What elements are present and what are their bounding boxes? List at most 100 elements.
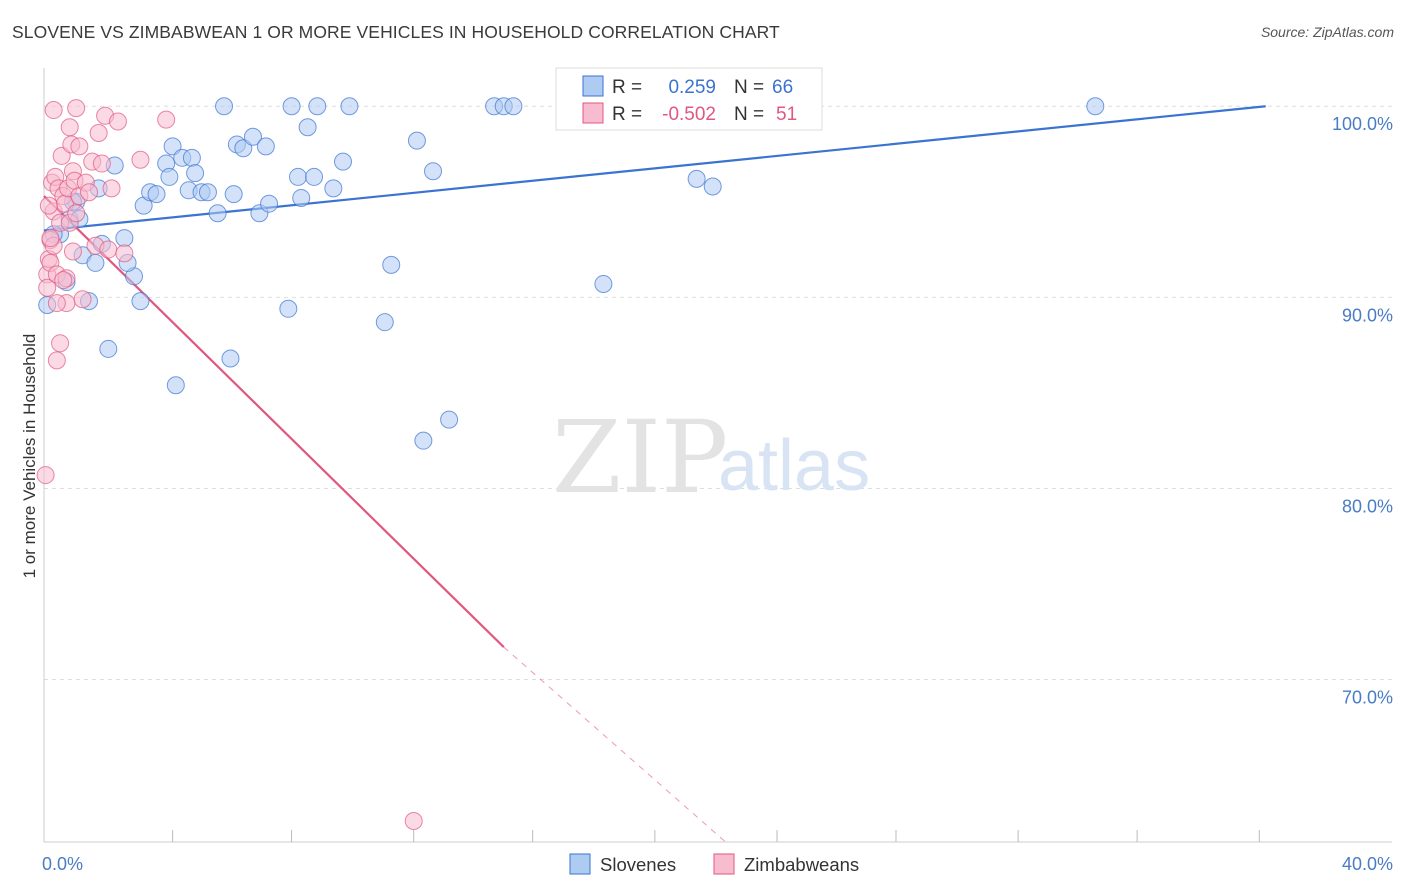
slovenes-point	[86, 253, 105, 272]
axes	[43, 68, 1392, 843]
legend-swatch-pink	[582, 102, 604, 124]
slovenes-point	[163, 137, 182, 156]
slovenes-point	[703, 177, 722, 196]
legend-n-value-pink: 51	[776, 104, 797, 125]
zimbabweans-point	[52, 146, 71, 165]
slovenes-point	[256, 137, 275, 156]
x-tick-label: 40.0%	[1342, 854, 1393, 874]
zimbabweans-point	[131, 150, 150, 169]
trend-lines	[43, 105, 1266, 843]
x-tick-labels: 0.0% 40.0%	[42, 854, 1393, 874]
slovenes-point	[186, 164, 205, 183]
bottom-legend-slovenes: Slovenes	[600, 854, 676, 875]
slovenes-point	[308, 97, 327, 116]
x-tick-label: 0.0%	[42, 854, 83, 874]
legend: R = 0.259 N = 66 R = -0.502 N = 51	[555, 67, 823, 131]
watermark-zip: ZIP	[552, 399, 728, 516]
zimbabweans-point	[92, 154, 111, 173]
zimbabweans-point	[73, 290, 92, 309]
zimbabweans-point	[54, 271, 73, 290]
slovenes-point	[305, 167, 324, 186]
bottom-legend-swatch-zimbabweans	[713, 853, 735, 875]
zimbabweans-point	[80, 183, 99, 202]
legend-r-label-blue: R =	[612, 77, 642, 98]
slovenes-point	[215, 97, 234, 116]
legend-swatch-blue	[582, 75, 604, 97]
zimbabweans-point	[38, 278, 57, 297]
legend-r-value-blue: 0.259	[668, 77, 716, 98]
slovenes-point	[340, 97, 359, 116]
zimbabweans-point	[47, 294, 66, 313]
legend-r-value-pink: -0.502	[662, 104, 716, 125]
zimbabweans-point	[70, 137, 89, 156]
bottom-legend: Slovenes Zimbabweans	[569, 853, 859, 875]
slovenes-point	[224, 185, 243, 204]
bottom-legend-zimbabweans: Zimbabweans	[744, 854, 859, 875]
y-axis-title: 1 or more Vehicles in Household	[20, 334, 39, 579]
zimbabweans-point	[404, 811, 423, 830]
slovenes-point	[282, 97, 301, 116]
zimbabweans-point	[102, 179, 121, 198]
slovenes-point	[375, 313, 394, 332]
watermark: ZIP atlas	[552, 399, 870, 516]
zimbabweans-point	[108, 112, 127, 131]
slovenes-point	[182, 148, 201, 167]
slovenes-point	[115, 229, 134, 248]
slovenes-point	[687, 169, 706, 188]
y-tick-label: 80.0%	[1342, 496, 1393, 516]
slovenes-point	[424, 162, 443, 181]
slovenes-point	[1086, 97, 1105, 116]
data-points	[36, 97, 1105, 830]
zimbabweans-point	[36, 466, 55, 485]
zimbabweans-point	[47, 351, 66, 370]
zimbabweans-point	[115, 244, 134, 263]
zimbabweans-point	[99, 240, 118, 259]
zimbabweans-point	[39, 196, 58, 215]
zimbabweans-point	[51, 334, 70, 353]
slovenes-point	[160, 167, 179, 186]
slovenes-point	[279, 299, 298, 318]
zimbabweans-trend-extension	[503, 646, 726, 843]
zimbabweans-point	[89, 123, 108, 142]
slovenes-point	[292, 188, 311, 207]
slovenes-point	[260, 194, 279, 213]
zimbabweans-point	[63, 242, 82, 261]
slovenes-point	[504, 97, 523, 116]
slovenes-trend-line	[43, 105, 1266, 232]
legend-n-label-pink: N =	[734, 104, 764, 125]
bottom-legend-swatch-slovenes	[569, 853, 591, 875]
slovenes-point	[147, 185, 166, 204]
slovenes-point	[324, 179, 343, 198]
slovenes-point	[288, 167, 307, 186]
watermark-atlas: atlas	[718, 426, 870, 506]
slovenes-point	[234, 139, 253, 158]
legend-n-label-blue: N =	[734, 77, 764, 98]
slovenes-point	[440, 410, 459, 429]
slovenes-point	[166, 376, 185, 395]
y-tick-label: 100.0%	[1332, 114, 1393, 134]
legend-n-value-blue: 66	[772, 77, 793, 98]
slovenes-point	[414, 431, 433, 450]
y-tick-labels: 100.0% 90.0% 80.0% 70.0%	[1332, 114, 1393, 707]
slovenes-point	[594, 274, 613, 293]
zimbabweans-point	[44, 101, 63, 120]
y-tick-label: 90.0%	[1342, 305, 1393, 325]
zimbabweans-trend-line	[43, 195, 505, 648]
y-tick-label: 70.0%	[1342, 688, 1393, 708]
slovenes-point	[131, 292, 150, 311]
chart-source: Source: ZipAtlas.com	[1260, 24, 1394, 40]
slovenes-point	[382, 255, 401, 274]
slovenes-point	[208, 204, 227, 223]
slovenes-point	[298, 118, 317, 137]
chart-title: SLOVENE VS ZIMBABWEAN 1 OR MORE VEHICLES…	[12, 22, 780, 42]
zimbabweans-point	[60, 118, 79, 137]
slovenes-point	[333, 152, 352, 171]
zimbabweans-point	[67, 204, 86, 223]
slovenes-point	[221, 349, 240, 368]
zimbabweans-point	[41, 229, 60, 248]
legend-r-label-pink: R =	[612, 104, 642, 125]
slovenes-point	[198, 183, 217, 202]
slovenes-point	[99, 339, 118, 358]
slovenes-point	[407, 131, 426, 150]
